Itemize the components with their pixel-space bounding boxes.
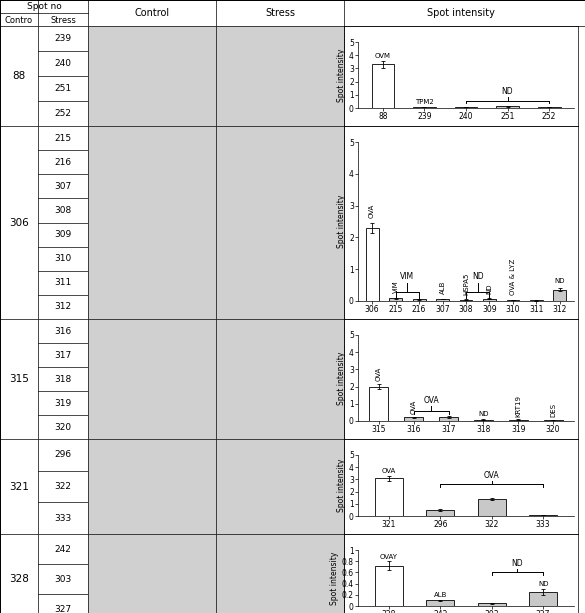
Bar — [496, 107, 519, 108]
Y-axis label: Spot intensity: Spot intensity — [337, 351, 346, 405]
Bar — [543, 420, 563, 421]
Text: 328: 328 — [9, 574, 29, 584]
Text: OVA: OVA — [424, 395, 439, 405]
Bar — [375, 478, 403, 516]
Text: OVA: OVA — [369, 204, 375, 218]
Text: 312: 312 — [54, 302, 71, 311]
Text: OVA: OVA — [382, 468, 396, 474]
Text: 310: 310 — [54, 254, 71, 263]
Bar — [404, 417, 424, 421]
Text: OVM: OVM — [375, 53, 391, 59]
Text: Contro: Contro — [5, 17, 33, 25]
Bar — [529, 515, 558, 516]
Text: ALB: ALB — [433, 592, 447, 598]
Text: 88: 88 — [12, 71, 26, 81]
Text: ND: ND — [478, 411, 488, 417]
Text: TPM2: TPM2 — [415, 99, 434, 105]
Bar — [507, 300, 519, 301]
Text: OVA: OVA — [376, 367, 382, 381]
Text: 252: 252 — [54, 109, 71, 118]
Text: 311: 311 — [54, 278, 71, 287]
Text: 322: 322 — [54, 482, 71, 491]
Text: 321: 321 — [9, 481, 29, 492]
Bar — [474, 420, 493, 421]
Text: 216: 216 — [54, 158, 71, 167]
Text: 320: 320 — [54, 422, 71, 432]
Y-axis label: Spot intensity: Spot intensity — [337, 195, 346, 248]
Bar — [426, 510, 455, 516]
Bar — [389, 299, 402, 301]
Bar — [412, 299, 425, 301]
Bar — [439, 417, 458, 421]
Text: VIM: VIM — [393, 281, 398, 294]
Bar — [436, 299, 449, 301]
Bar — [553, 290, 566, 301]
Text: KRT19: KRT19 — [515, 395, 521, 417]
Text: 318: 318 — [54, 375, 71, 384]
Bar — [529, 592, 558, 606]
Bar — [426, 600, 455, 606]
Text: Spot intensity: Spot intensity — [427, 8, 495, 18]
Text: OVA: OVA — [411, 400, 417, 414]
Text: 319: 319 — [54, 398, 71, 408]
Text: ND: ND — [487, 283, 493, 294]
Text: 307: 307 — [54, 182, 71, 191]
Bar — [477, 603, 506, 606]
Text: Stress: Stress — [50, 17, 76, 25]
Bar — [366, 228, 378, 301]
Bar — [371, 64, 394, 108]
Text: OVA: OVA — [484, 471, 500, 480]
Text: 240: 240 — [54, 59, 71, 68]
Text: 251: 251 — [54, 84, 71, 93]
Bar — [413, 107, 436, 108]
Bar — [483, 299, 496, 301]
Text: 317: 317 — [54, 351, 71, 359]
Text: HSPA5: HSPA5 — [463, 272, 469, 295]
Bar — [530, 300, 543, 301]
Text: Stress: Stress — [265, 8, 295, 18]
Y-axis label: Spot intensity: Spot intensity — [337, 459, 346, 512]
Text: 308: 308 — [54, 206, 71, 215]
Text: ND: ND — [538, 581, 548, 587]
Text: Control: Control — [135, 8, 170, 18]
Text: 242: 242 — [54, 544, 71, 554]
Text: VIM: VIM — [400, 272, 414, 281]
Text: Spot no: Spot no — [27, 2, 61, 11]
Text: ND: ND — [512, 560, 523, 568]
Text: 215: 215 — [54, 134, 71, 143]
Text: ND: ND — [555, 278, 565, 283]
Text: 303: 303 — [54, 574, 71, 584]
Text: ALB: ALB — [439, 281, 446, 294]
Text: 333: 333 — [54, 514, 71, 523]
Text: 315: 315 — [9, 374, 29, 384]
Bar — [509, 420, 528, 421]
Text: OVA & LYZ: OVA & LYZ — [510, 259, 516, 295]
Bar — [538, 107, 560, 108]
Bar — [477, 499, 506, 516]
Text: 327: 327 — [54, 604, 71, 613]
Text: 239: 239 — [54, 34, 71, 43]
Text: 316: 316 — [54, 327, 71, 335]
Y-axis label: Spot intensity: Spot intensity — [337, 48, 346, 102]
Bar — [375, 566, 403, 606]
Text: ND: ND — [502, 87, 514, 96]
Text: 309: 309 — [54, 230, 71, 239]
Text: 306: 306 — [9, 218, 29, 227]
Bar — [460, 300, 473, 301]
Text: DES: DES — [550, 403, 556, 417]
Bar — [369, 387, 388, 421]
Text: 296: 296 — [54, 451, 71, 459]
Y-axis label: Spot intensity: Spot intensity — [330, 551, 339, 604]
Bar — [455, 107, 477, 108]
Text: OVAY: OVAY — [380, 554, 398, 560]
Text: ND: ND — [472, 272, 484, 281]
